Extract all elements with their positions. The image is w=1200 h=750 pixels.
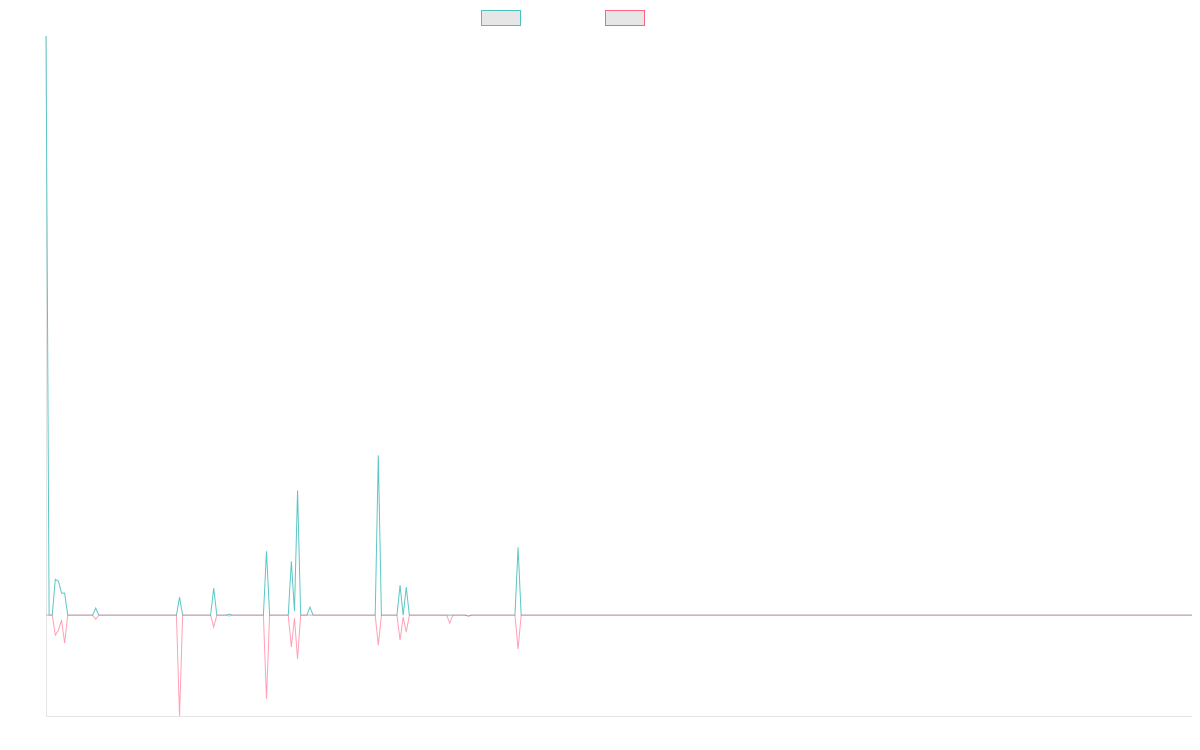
legend <box>481 10 645 26</box>
legend-swatch-2[interactable] <box>605 10 645 26</box>
series-line-2 <box>46 614 1192 717</box>
series-line-1 <box>45 35 1192 617</box>
legend-swatch-1[interactable] <box>481 10 521 26</box>
